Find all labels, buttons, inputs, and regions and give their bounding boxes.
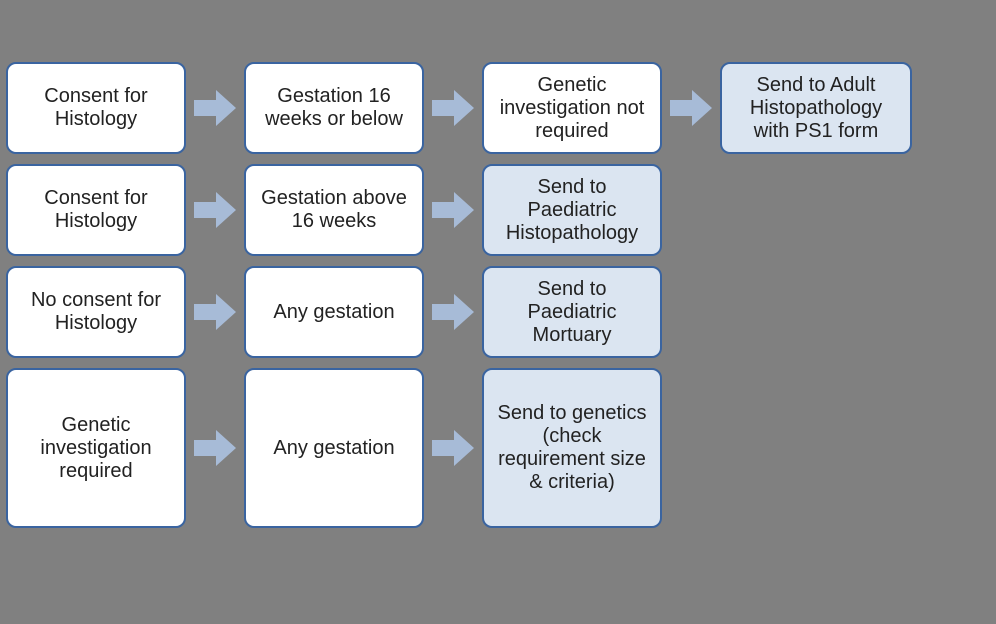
arrow-icon	[186, 192, 244, 228]
arrow-icon	[424, 294, 482, 330]
flow-box: Gestation 16 weeks or below	[244, 62, 424, 154]
arrow-icon	[186, 430, 244, 466]
flow-box: Consent for Histology	[6, 164, 186, 256]
arrow-icon	[424, 430, 482, 466]
arrow-icon	[424, 90, 482, 126]
flow-box-action: Send to Paediatric Histopathology	[482, 164, 662, 256]
flow-row: No consent for Histology Any gestation S…	[6, 266, 986, 358]
arrow-icon	[424, 192, 482, 228]
arrow-icon	[662, 90, 720, 126]
flow-box: Any gestation	[244, 266, 424, 358]
arrow-icon	[186, 90, 244, 126]
flowchart-canvas: Consent for Histology Gestation 16 weeks…	[6, 62, 986, 562]
flow-box-action: Send to Paediatric Mortuary	[482, 266, 662, 358]
flow-box-action: Send to genetics (check requirement size…	[482, 368, 662, 528]
flow-row: Genetic investigation required Any gesta…	[6, 368, 986, 528]
flow-row: Consent for Histology Gestation 16 weeks…	[6, 62, 986, 154]
flow-box: Consent for Histology	[6, 62, 186, 154]
flow-box: Genetic investigation not required	[482, 62, 662, 154]
flow-box-action: Send to Adult Histopathology with PS1 fo…	[720, 62, 912, 154]
arrow-icon	[186, 294, 244, 330]
flow-box: Gestation above 16 weeks	[244, 164, 424, 256]
flow-box: Any gestation	[244, 368, 424, 528]
flow-box: Genetic investigation required	[6, 368, 186, 528]
flow-box: No consent for Histology	[6, 266, 186, 358]
flow-row: Consent for Histology Gestation above 16…	[6, 164, 986, 256]
